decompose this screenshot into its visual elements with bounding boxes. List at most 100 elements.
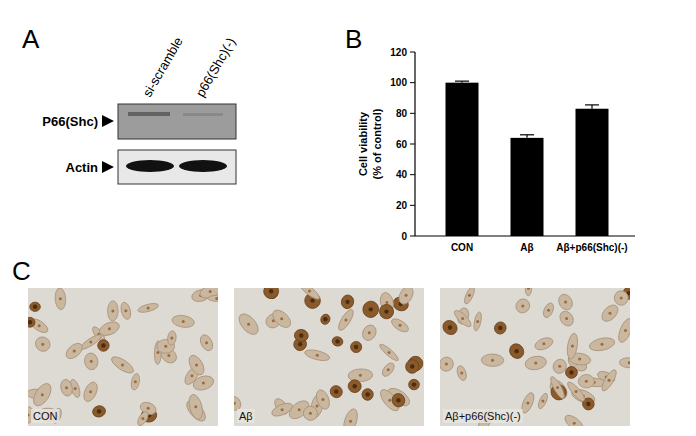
cell [314, 388, 332, 411]
image-bg [28, 288, 218, 426]
row-label: P66(Shc) [42, 114, 98, 129]
cell [556, 292, 575, 312]
nucleus [194, 405, 197, 408]
nucleus [573, 422, 576, 425]
nucleus [352, 384, 356, 388]
nucleus [65, 386, 68, 389]
bar-chart: 020406080100120Cell viability(% of contr… [357, 47, 635, 254]
nucleus [310, 298, 314, 302]
nucleus [468, 294, 471, 297]
cell [378, 303, 395, 320]
nucleus [164, 345, 167, 348]
lane-label: p66(Shc)(-) [193, 35, 239, 99]
nucleus [121, 363, 124, 366]
nucleus [368, 331, 371, 334]
cell [270, 307, 294, 331]
micrograph: Aβ+p66(Shc)(-) [437, 281, 639, 435]
y-tick-label: 100 [390, 77, 407, 88]
nucleus [156, 351, 159, 354]
nucleus [412, 382, 416, 386]
y-tick-label: 80 [396, 108, 408, 119]
cell [187, 393, 205, 421]
cell [235, 310, 261, 337]
error-cap [455, 81, 469, 82]
cell [186, 353, 207, 378]
nucleus [182, 320, 185, 323]
nucleus [608, 379, 611, 382]
cells [28, 288, 218, 426]
nucleus [167, 354, 170, 357]
nucleus [299, 333, 303, 337]
nucleus [586, 402, 590, 406]
cell [452, 308, 473, 329]
nucleus [585, 380, 588, 383]
band [183, 113, 223, 116]
cell [63, 340, 85, 361]
nucleus [526, 401, 529, 404]
nucleus [134, 380, 137, 383]
nucleus [388, 399, 391, 402]
cell [541, 301, 555, 319]
cell [513, 296, 532, 315]
blot-top [118, 104, 236, 139]
nucleus [345, 300, 349, 304]
nucleus [556, 386, 559, 389]
nucleus [308, 289, 311, 292]
cell [481, 354, 504, 367]
cell [566, 333, 580, 360]
nucleus [624, 329, 627, 332]
arrow [102, 115, 114, 127]
nucleus [90, 360, 93, 363]
cell [525, 288, 532, 296]
nucleus [108, 327, 111, 330]
cell [578, 374, 594, 388]
y-tick [410, 113, 415, 114]
nucleus [445, 363, 448, 366]
cell [562, 412, 586, 426]
image-bg [440, 288, 630, 426]
nucleus [215, 297, 218, 300]
nucleus [514, 349, 518, 353]
nucleus [388, 351, 391, 354]
nucleus [534, 362, 537, 365]
nucleus [628, 361, 630, 364]
nucleus [521, 304, 524, 307]
cell [360, 323, 379, 343]
cells [234, 288, 424, 426]
bars [446, 81, 609, 236]
nucleus [385, 301, 388, 304]
cell [30, 381, 55, 409]
nucleus [542, 342, 545, 345]
x-tick-label: CON [451, 242, 473, 253]
row-label: Actin [66, 160, 99, 175]
band [179, 160, 227, 172]
cell [97, 339, 109, 351]
nucleus [209, 290, 212, 293]
nucleus [89, 390, 92, 393]
y-axis [414, 52, 415, 236]
cells [440, 288, 630, 426]
nucleus [28, 320, 32, 324]
cell [396, 288, 416, 307]
cell [440, 318, 460, 338]
y-tick [410, 174, 415, 175]
nucleus [298, 342, 302, 346]
nucleus [410, 364, 414, 368]
nucleus [281, 408, 284, 411]
nucleus [569, 370, 573, 374]
nucleus [498, 326, 502, 330]
panel-label: C [12, 256, 31, 286]
nucleus [405, 294, 408, 297]
cell [565, 366, 579, 380]
micrograph-label: Aβ+p66(Shc)(-) [445, 410, 521, 422]
cell [270, 401, 294, 419]
nucleus [354, 345, 358, 349]
cell [137, 302, 159, 314]
nucleus [170, 337, 173, 340]
cell [389, 316, 410, 334]
y-tick-label: 20 [396, 200, 408, 211]
cell [301, 404, 321, 424]
cell [614, 290, 629, 306]
label-bg [443, 409, 523, 423]
cell [294, 328, 310, 342]
